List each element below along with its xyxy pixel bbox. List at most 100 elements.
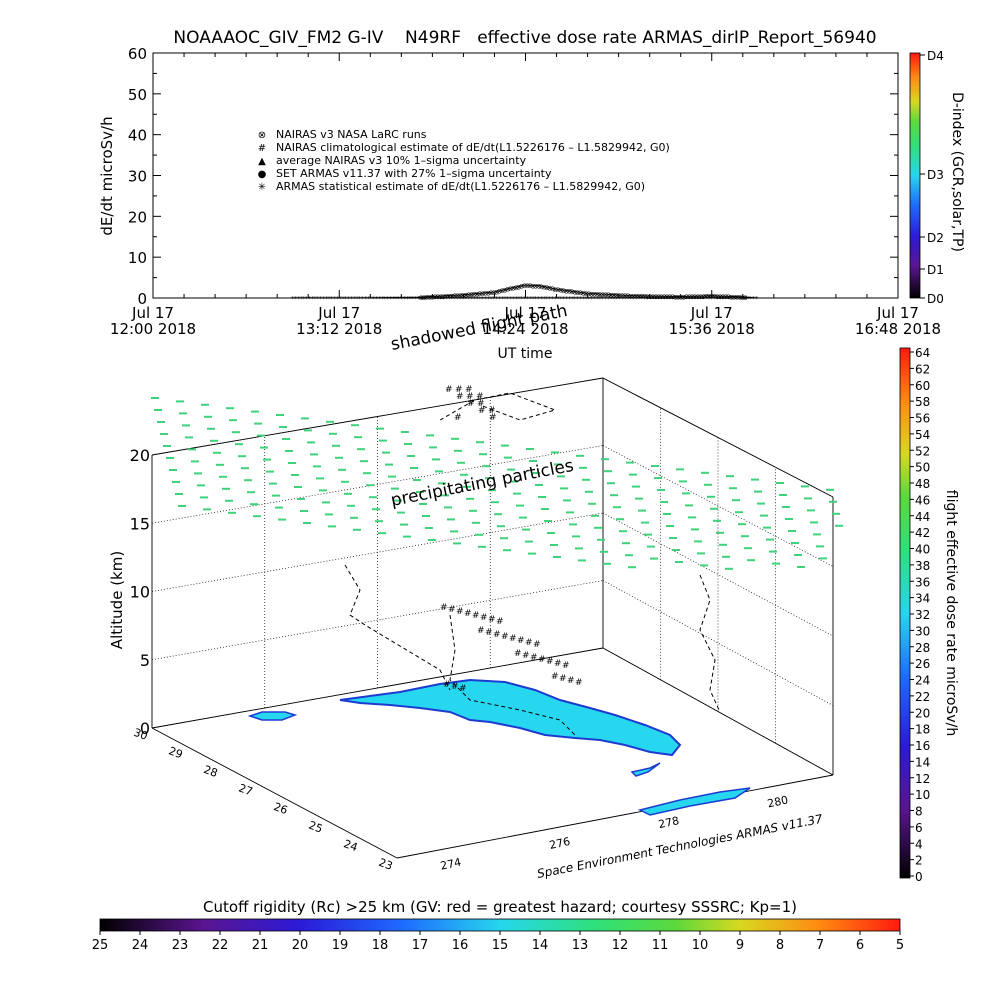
- baseline-marker: *: [668, 295, 672, 303]
- baseline-marker: *: [509, 295, 513, 303]
- baseline-marker: *: [643, 295, 647, 303]
- baseline-marker: *: [336, 295, 340, 303]
- baseline-marker: *: [741, 295, 745, 303]
- dose-marker: ⊗: [435, 293, 441, 301]
- latitude-tick-label: 24: [342, 837, 360, 854]
- dose-marker: ⊗: [424, 294, 430, 302]
- flight-sample-marker: #: [456, 392, 464, 402]
- low-altitude-track: [449, 614, 576, 736]
- baseline-marker: *: [352, 295, 356, 303]
- baseline-marker: *: [724, 295, 728, 303]
- baseline-marker: *: [654, 295, 658, 303]
- dose-tick-label: 42: [915, 526, 930, 540]
- flight-sample-marker: #: [485, 628, 493, 638]
- baseline-marker: *: [579, 295, 583, 303]
- flight-sample-marker: #: [533, 640, 541, 650]
- d-index-tick-label: D1: [927, 263, 944, 277]
- d-index-tick-label: D2: [927, 231, 944, 245]
- dose-marker: ⊗: [463, 292, 469, 300]
- dose-tick-label: 50: [915, 461, 930, 475]
- y-axis-ticks: 0 10 20 30 40 50 60: [128, 45, 898, 308]
- y-tick-label: 0: [137, 290, 147, 308]
- baseline-marker: *: [685, 295, 689, 303]
- baseline-marker: *: [730, 295, 734, 303]
- baseline-marker: *: [450, 295, 454, 303]
- baseline-marker: *: [690, 295, 694, 303]
- flight-sample-marker: #: [559, 674, 567, 684]
- baseline-marker: *: [514, 295, 518, 303]
- baseline-marker: *: [422, 295, 426, 303]
- baseline-marker: *: [330, 295, 334, 303]
- d-index-label: D-index (GCR,solar,TP): [949, 92, 965, 252]
- baseline-marker: *: [735, 295, 739, 303]
- baseline-marker: *: [417, 295, 421, 303]
- dose-marker: ⊗: [586, 290, 592, 298]
- dose-marker: ⊗: [703, 293, 709, 301]
- baseline-marker: *: [534, 295, 538, 303]
- baseline-marker: *: [350, 295, 354, 303]
- baseline-marker: *: [587, 295, 591, 303]
- dose-marker: ⊗: [510, 284, 516, 292]
- latitude-tick-label: 30: [132, 726, 150, 743]
- dose-marker: ⊗: [429, 293, 435, 301]
- dose-marker: ⊗: [714, 293, 720, 301]
- dose-marker: ⊗: [547, 285, 553, 293]
- dose-series: * * * * * * * * * * * * * * * * * * * * * * * * * * * * * * * * * * * * * * * *…: [291, 282, 759, 303]
- dose-marker: ⊗: [443, 293, 449, 301]
- dose-marker: ⊗: [692, 293, 698, 301]
- flight-sample-marker: #: [496, 617, 504, 627]
- baseline-marker: *: [646, 295, 650, 303]
- baseline-marker: *: [601, 295, 605, 303]
- dose-tick-label: 8: [915, 805, 923, 819]
- rc-tick-label: 13: [572, 938, 589, 953]
- baseline-marker: *: [626, 295, 630, 303]
- altitude-tick-label: 5: [140, 651, 150, 670]
- baseline-marker: *: [573, 295, 577, 303]
- baseline-marker: *: [297, 295, 301, 303]
- latitude-tick-label: 23: [377, 856, 395, 873]
- baseline-marker: *: [442, 295, 446, 303]
- rc-tick-label: 14: [532, 938, 549, 953]
- dose-marker: ⊗: [600, 291, 606, 299]
- flight-sample-marker: #: [465, 385, 473, 395]
- legend-entry: SET ARMAS v11.37 with 27% 1–sigma uncert…: [276, 167, 552, 180]
- baseline-marker: *: [319, 295, 323, 303]
- legend-entry: ARMAS statistical estimate of dE/dt(L1.5…: [276, 180, 645, 193]
- baseline-marker: *: [676, 295, 680, 303]
- baseline-marker: *: [431, 295, 435, 303]
- box-edge: [396, 774, 834, 859]
- dose-marker: ⊗: [650, 293, 656, 301]
- baseline-marker: *: [660, 295, 664, 303]
- dose-marker: ⊗: [418, 294, 424, 302]
- baseline-marker: *: [609, 295, 613, 303]
- baseline-marker: *: [688, 295, 692, 303]
- y-tick-label: 10: [128, 249, 147, 267]
- altitude-gridline: [151, 445, 604, 524]
- flight-sample-marker: #: [489, 413, 497, 423]
- baseline-marker: *: [663, 295, 667, 303]
- rc-tick-label: 9: [736, 938, 744, 953]
- baseline-marker: *: [392, 295, 396, 303]
- flight-sample-marker: #: [477, 399, 485, 409]
- cutoff-rigidity-colorbar: [99, 918, 901, 932]
- baseline-marker: *: [657, 295, 661, 303]
- altitude-ticks: 0 5 10 15 20: [130, 446, 150, 738]
- baseline-marker: *: [607, 295, 611, 303]
- baseline-marker: *: [618, 295, 622, 303]
- baseline-marker: *: [302, 295, 306, 303]
- dose-marker: ⊗: [706, 293, 712, 301]
- dose-marker: ⊗: [491, 289, 497, 297]
- flight-sample-marker: #: [501, 632, 509, 642]
- legend-marker: ✳: [258, 182, 266, 193]
- dose-marker: ⊗: [438, 293, 444, 301]
- dose-marker: ⊗: [544, 284, 550, 292]
- baseline-marker: *: [428, 295, 432, 303]
- baseline-marker: *: [710, 295, 714, 303]
- baseline-marker: *: [495, 295, 499, 303]
- flight-sample-marker: #: [451, 682, 459, 692]
- baseline-marker: *: [386, 295, 390, 303]
- baseline-marker: *: [713, 295, 717, 303]
- baseline-marker: *: [375, 295, 379, 303]
